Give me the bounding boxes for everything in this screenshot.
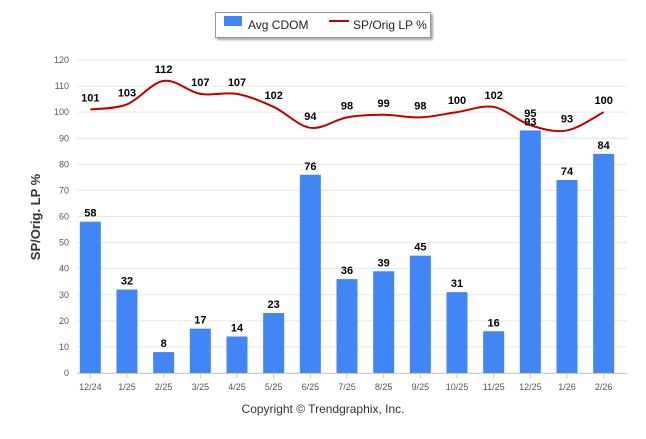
line-value-label: 112 bbox=[155, 64, 173, 76]
line-value-label: 107 bbox=[228, 77, 246, 89]
y-tick-label: 100 bbox=[54, 107, 69, 117]
x-tick-label: 3/25 bbox=[192, 382, 210, 392]
bar-value-label: 39 bbox=[378, 257, 390, 269]
line-value-label: 100 bbox=[448, 95, 466, 107]
bar-value-label: 23 bbox=[268, 299, 280, 311]
x-tick-label: 4/25 bbox=[228, 382, 246, 392]
y-tick-label: 20 bbox=[59, 316, 69, 326]
x-tick-label: 6/25 bbox=[302, 382, 320, 392]
y-tick-label: 30 bbox=[59, 290, 69, 300]
legend: Avg CDOM SP/Orig LP % bbox=[215, 12, 431, 38]
y-tick-label: 60 bbox=[59, 212, 69, 222]
bar bbox=[593, 153, 615, 373]
x-tick-label: 5/25 bbox=[265, 382, 283, 392]
line-series bbox=[90, 79, 605, 133]
bar bbox=[299, 174, 321, 373]
line-value-label: 107 bbox=[191, 77, 209, 89]
line-value-label: 103 bbox=[118, 87, 136, 99]
x-tick-label: 1/26 bbox=[558, 382, 576, 392]
series-line bbox=[90, 79, 605, 133]
y-tick-label: 120 bbox=[54, 55, 69, 65]
bar-value-label: 36 bbox=[341, 265, 353, 277]
legend-bar-swatch bbox=[224, 16, 242, 26]
bar-value-label: 14 bbox=[231, 322, 244, 334]
data-labels: 58 32 8 17 14 23 76 36 39 45 31 16 93 74 84 101 103 112 10… bbox=[81, 64, 613, 350]
bar-value-label: 45 bbox=[414, 242, 426, 254]
x-tick-label: 9/25 bbox=[412, 382, 430, 392]
bar bbox=[153, 352, 175, 373]
line-value-label: 99 bbox=[378, 98, 390, 110]
x-tick-label: 12/25 bbox=[519, 382, 542, 392]
bar-value-label: 58 bbox=[84, 208, 96, 220]
x-tick-label: 8/25 bbox=[375, 382, 393, 392]
bar-value-label: 93 bbox=[524, 116, 536, 128]
line-value-label: 98 bbox=[414, 100, 426, 112]
x-tick-label: 7/25 bbox=[338, 382, 356, 392]
bar bbox=[483, 331, 505, 373]
line-value-label: 94 bbox=[304, 111, 317, 123]
line-value-label: 102 bbox=[264, 90, 282, 102]
bar bbox=[373, 271, 395, 373]
bar bbox=[226, 336, 248, 373]
bar-value-label: 84 bbox=[598, 140, 611, 152]
bar bbox=[556, 179, 578, 373]
bar bbox=[519, 130, 541, 373]
grid-layer bbox=[77, 59, 627, 374]
x-tick-label: 10/25 bbox=[446, 382, 469, 392]
x-tick-label: 2/26 bbox=[595, 382, 613, 392]
bar bbox=[336, 279, 358, 373]
bar bbox=[409, 255, 431, 373]
line-value-label: 93 bbox=[561, 113, 573, 125]
x-tick-label: 12/24 bbox=[79, 382, 102, 392]
line-value-label: 95 bbox=[524, 108, 536, 120]
y-axis: 0 10 20 30 40 50 60 70 80 90 100 110 120 bbox=[54, 55, 69, 378]
bar-value-label: 76 bbox=[304, 161, 316, 173]
bar bbox=[446, 292, 468, 373]
bar-value-label: 8 bbox=[161, 338, 167, 350]
line-value-label: 102 bbox=[484, 90, 502, 102]
x-tick-label: 2/25 bbox=[155, 382, 173, 392]
copyright-footer: Copyright © Trendgraphix, Inc. bbox=[241, 402, 405, 416]
bar bbox=[79, 221, 101, 373]
y-tick-label: 50 bbox=[59, 238, 69, 248]
legend-label-bar: Avg CDOM bbox=[248, 18, 309, 32]
y-tick-label: 110 bbox=[55, 81, 69, 91]
line-value-label: 101 bbox=[81, 93, 99, 105]
y-tick-label: 70 bbox=[59, 185, 69, 195]
bar bbox=[116, 289, 138, 373]
legend-line-swatch bbox=[329, 20, 349, 22]
bar-value-label: 16 bbox=[488, 317, 500, 329]
y-axis-title: SP/Orig. LP % bbox=[28, 173, 43, 260]
bar bbox=[263, 313, 285, 373]
x-tick-label: 11/25 bbox=[483, 382, 505, 392]
bar bbox=[189, 328, 211, 373]
bar-value-label: 74 bbox=[561, 166, 574, 178]
line-value-label: 100 bbox=[594, 95, 612, 107]
y-tick-label: 80 bbox=[59, 159, 69, 169]
line-value-label: 98 bbox=[341, 100, 353, 112]
y-tick-label: 10 bbox=[59, 342, 69, 352]
x-tick-label: 1/25 bbox=[118, 382, 136, 392]
y-tick-label: 0 bbox=[64, 368, 69, 378]
bar-value-label: 17 bbox=[194, 315, 206, 327]
bar-value-label: 32 bbox=[121, 276, 133, 288]
legend-label-line: SP/Orig LP % bbox=[353, 18, 427, 32]
x-axis: 12/24 1/25 2/25 3/25 4/25 5/25 6/25 7/25 8/25 9/2… bbox=[79, 373, 612, 392]
bar-value-label: 31 bbox=[451, 278, 463, 290]
y-tick-label: 40 bbox=[59, 264, 69, 274]
y-tick-label: 90 bbox=[59, 133, 69, 143]
bar-series bbox=[79, 130, 615, 373]
